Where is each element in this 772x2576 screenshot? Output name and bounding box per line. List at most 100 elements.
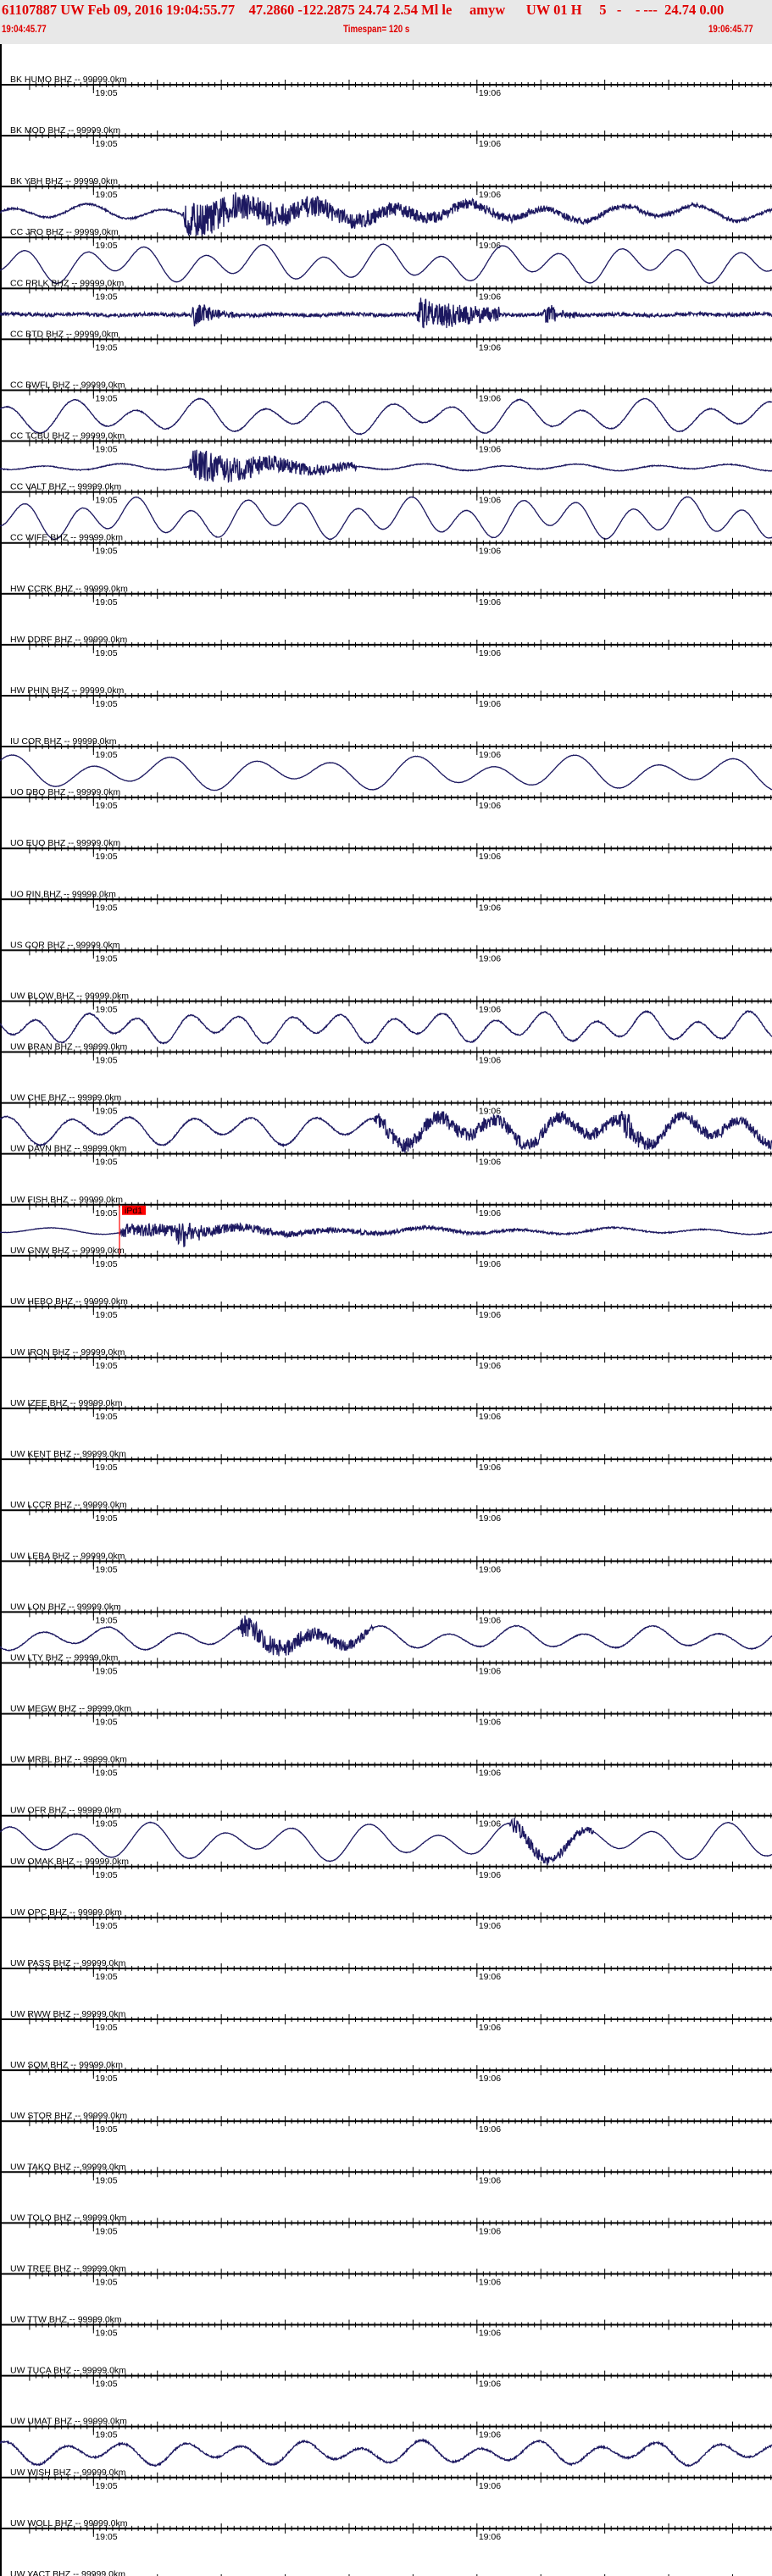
waveform-trace: [0, 243, 772, 285]
channel-label: BK MOD BHZ -- 99999.0km: [10, 125, 120, 136]
channel-label: HW DDRF BHZ -- 99999.0km: [10, 635, 128, 645]
channel-bwfl: CC BWFL BHZ -- 99999.0km 19:05 19:06: [0, 380, 772, 436]
waveform-trace: [0, 397, 772, 436]
channel-label: UW STOR BHZ -- 99999.0km: [10, 2111, 127, 2121]
channel-label: CC BWFL BHZ -- 99999.0km: [10, 380, 125, 390]
tick-label: 19:05: [95, 547, 117, 557]
tick-label: 19:06: [479, 1921, 501, 1931]
channel-label: UW FISH BHZ -- 99999.0km: [10, 1195, 123, 1205]
channel-label: US COR BHZ -- 99999.0km: [10, 940, 120, 950]
channel-label: CC VALT BHZ -- 99999.0km: [10, 482, 122, 492]
tick-label: 19:06: [479, 1361, 501, 1371]
channel-hebo: UW HEBO BHZ -- 99999.0km 19:05 19:06: [0, 1296, 772, 1320]
channel-label: UW OPC BHZ -- 99999.0km: [10, 1907, 122, 1918]
tick-label: 19:05: [95, 1463, 117, 1473]
channel-label: UW DAVN BHZ -- 99999.0km: [10, 1144, 127, 1154]
tick-label: 19:05: [95, 1564, 117, 1574]
channel-gnw: UW GNW BHZ -- 99999.0km 19:05 19:06: [0, 1246, 772, 1269]
channel-label: HW PHIN BHZ -- 99999.0km: [10, 686, 124, 696]
channel-label: CC PRLK BHZ -- 99999.0km: [10, 278, 124, 288]
tick-label: 19:06: [479, 88, 501, 98]
tick-label: 19:05: [95, 342, 117, 353]
tick-label: 19:05: [95, 241, 117, 251]
channel-label: CC TCBU BHZ -- 99999.0km: [10, 431, 125, 441]
channel-label: UO DBO BHZ -- 99999.0km: [10, 787, 120, 797]
channel-prlk: CC PRLK BHZ -- 99999.0km 19:05 19:06: [0, 278, 772, 329]
channel-humo: BK HUMO BHZ -- 99999.0km 19:05 19:06: [0, 75, 772, 98]
channel-label: UW BLOW BHZ -- 99999.0km: [10, 991, 129, 1001]
tick-label: 19:05: [95, 496, 117, 506]
tick-label: 19:06: [479, 648, 501, 658]
waveform-trace: [0, 1110, 772, 1153]
tick-label: 19:05: [95, 88, 117, 98]
tick-label: 19:06: [479, 1208, 501, 1219]
channel-pin: UO PIN BHZ -- 99999.0km 19:05 19:06: [0, 889, 772, 913]
tick-label: 19:06: [479, 1310, 501, 1320]
tick-label: 19:05: [95, 139, 117, 149]
channel-label: UW HEBO BHZ -- 99999.0km: [10, 1296, 128, 1307]
channel-label: UW IRON BHZ -- 99999.0km: [10, 1347, 125, 1357]
channel-label: UW IZEE BHZ -- 99999.0km: [10, 1398, 123, 1408]
channel-label: UW MRBL BHZ -- 99999.0km: [10, 1755, 127, 1765]
tick-label: 19:06: [479, 1666, 501, 1676]
tick-label: 19:06: [479, 1870, 501, 1880]
tick-label: 19:05: [95, 291, 117, 302]
tick-label: 19:05: [95, 699, 117, 709]
tick-label: 19:05: [95, 1666, 117, 1676]
channel-kent: UW KENT BHZ -- 99999.0km 19:05 19:06: [0, 1449, 772, 1473]
channel-mrbl: UW MRBL BHZ -- 99999.0km 19:05 19:06: [0, 1755, 772, 1779]
channel-leba: UW LEBA BHZ -- 99999.0km 19:05 19:06: [0, 1551, 772, 1574]
pick-flag[interactable]: [122, 1205, 146, 1215]
waveform-panel[interactable]: BK HUMO BHZ -- 99999.0km 19:05 19:06 BK MOD…: [0, 44, 772, 2576]
channel-ccrk: HW CCRK BHZ -- 99999.0km 19:05 19:06: [0, 584, 772, 608]
tick-label: 19:06: [479, 1564, 501, 1574]
tick-label: 19:05: [95, 1718, 117, 1728]
channel-label: UO PIN BHZ -- 99999.0km: [10, 889, 116, 899]
tick-label: 19:05: [95, 1310, 117, 1320]
channel-bran: UW BRAN BHZ -- 99999.0km 19:05 19:06: [0, 1042, 772, 1066]
channel-cor: US COR BHZ -- 99999.0km 19:05 19:06: [0, 940, 772, 963]
tick-label: 19:06: [479, 902, 501, 913]
channel-fish: UW FISH BHZ -- 99999.0km 19:05 19:06 iPd1: [0, 1195, 772, 1256]
tick-label: 19:05: [95, 1107, 117, 1117]
tick-label: 19:06: [479, 241, 501, 251]
timespan: Timespan= 120 s: [343, 25, 410, 35]
channel-label: UW LCCR BHZ -- 99999.0km: [10, 1500, 127, 1510]
channel-label: UW RWW BHZ -- 99999.0km: [10, 2009, 126, 2019]
channel-label: UW SQM BHZ -- 99999.0km: [10, 2060, 123, 2070]
event-header: 61107887 UW Feb 09, 2016 19:04:55.77 47.…: [0, 0, 772, 44]
channel-che: UW CHE BHZ -- 99999.0km 19:05 19:06: [0, 1093, 772, 1153]
waveform-trace: [0, 754, 772, 791]
tick-label: 19:05: [95, 1768, 117, 1779]
tick-label: 19:06: [479, 1107, 501, 1117]
tick-label: 19:06: [479, 1259, 501, 1269]
tick-label: 19:06: [479, 496, 501, 506]
channel-megw: UW MEGW BHZ -- 99999.0km 19:05 19:06: [0, 1704, 772, 1728]
channel-izee: UW IZEE BHZ -- 99999.0km 19:05 19:06: [0, 1398, 772, 1422]
channel-lty: UW LTY BHZ -- 99999.0km 19:05 19:06: [0, 1652, 772, 1676]
tick-label: 19:06: [479, 2023, 501, 2033]
tick-label: 19:06: [479, 139, 501, 149]
tick-label: 19:06: [479, 190, 501, 200]
channel-btd: CC BTD BHZ -- 99999.0km 19:05 19:06: [0, 329, 772, 353]
waveform-trace: [0, 192, 772, 239]
tick-label: 19:05: [95, 1361, 117, 1371]
channel-rww: UW RWW BHZ -- 99999.0km 19:05 19:06: [0, 2009, 772, 2033]
start-time: 19:04:45.77: [2, 25, 47, 35]
tick-label: 19:06: [479, 801, 501, 811]
channel-label: BK YBH BHZ -- 99999.0km: [10, 176, 118, 186]
tick-label: 19:06: [479, 291, 501, 302]
channel-label: UW BRAN BHZ -- 99999.0km: [10, 1042, 128, 1052]
tick-label: 19:06: [479, 2074, 501, 2084]
channel-label: BK HUMO BHZ -- 99999.0km: [10, 75, 127, 85]
channel-label: UW LON BHZ -- 99999.0km: [10, 1602, 121, 1612]
tick-label: 19:05: [95, 1004, 117, 1014]
event-info-line: 61107887 UW Feb 09, 2016 19:04:55.77 47.…: [2, 2, 725, 18]
tick-label: 19:06: [479, 1768, 501, 1779]
channel-pass: UW PASS BHZ -- 99999.0km 19:05 19:06: [0, 1958, 772, 1982]
waveform-trace: [0, 297, 772, 329]
tick-label: 19:05: [95, 1158, 117, 1168]
tick-label: 19:06: [479, 1412, 501, 1422]
channel-iron: UW IRON BHZ -- 99999.0km 19:05 19:06: [0, 1347, 772, 1371]
